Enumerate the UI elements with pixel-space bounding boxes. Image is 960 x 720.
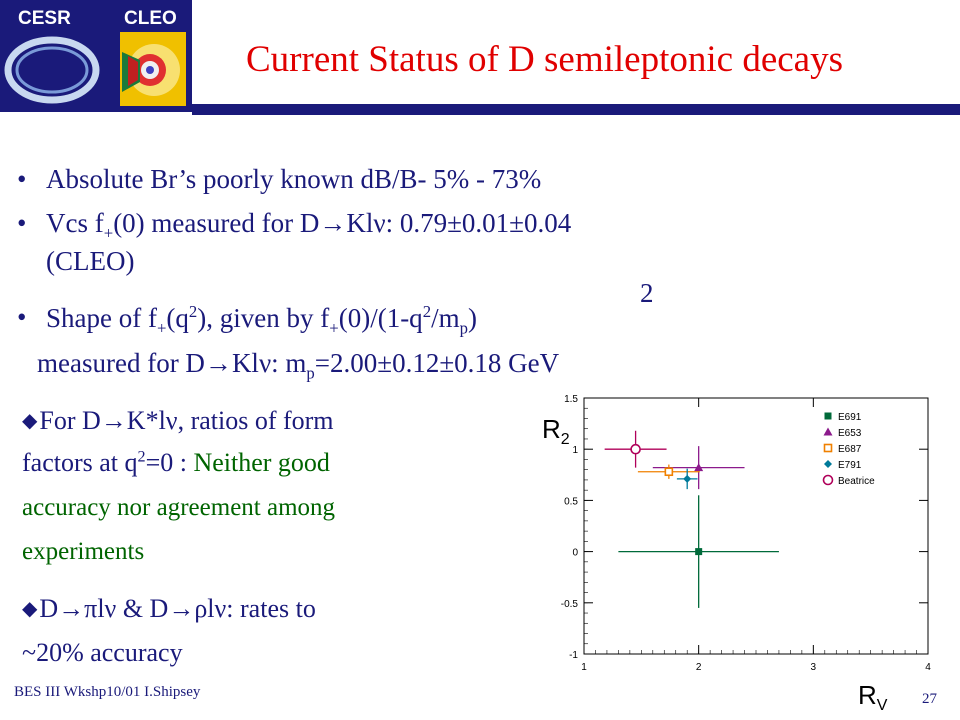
rho-symbol: ρ xyxy=(194,594,208,623)
bullet-text: Absolute Br’s poorly known dB/B- 5% - 73… xyxy=(46,164,542,194)
data-point xyxy=(694,463,704,472)
y-tick-label: 1 xyxy=(572,445,578,456)
x-tick-label: 2 xyxy=(696,662,702,673)
cesr-cleo-logo: CESR CLEO xyxy=(0,0,192,112)
y-tick-label: -0.5 xyxy=(561,599,579,610)
logo-cesr-text: CESR xyxy=(18,8,71,29)
legend-marker xyxy=(824,412,832,420)
data-point xyxy=(664,467,674,477)
diamond-bullet-icon: ◆ xyxy=(22,598,38,620)
y-tick-label: 0.5 xyxy=(564,496,578,507)
bullet-dot: • xyxy=(17,302,27,332)
x-tick-labels: 1 2 3 4 xyxy=(581,662,931,673)
legend-entry: E687 xyxy=(838,444,862,455)
series-e687 xyxy=(637,464,700,479)
r2-vs-rv-plot: 1.5 1 0.5 0 -0.5 -1 1 2 3 4 E691 E653 E687 E791 Beat… xyxy=(542,394,931,714)
data-point xyxy=(630,443,641,455)
arrow-symbol: → xyxy=(100,406,127,435)
arrow-symbol: → xyxy=(204,348,232,378)
arrow-symbol: → xyxy=(58,594,85,623)
logo-graphic: CESR CLEO xyxy=(0,0,192,112)
series-e791 xyxy=(676,468,698,490)
nu-symbol: ν xyxy=(214,594,227,623)
y-tick-label: 1.5 xyxy=(564,394,578,405)
legend: E691 E653 E687 E791 Beatrice xyxy=(822,412,875,487)
data-point xyxy=(683,474,692,483)
series-e691 xyxy=(618,495,779,608)
exponent-two: 2 xyxy=(640,278,654,308)
slide-title: Current Status of D semileptonic decays xyxy=(246,39,844,80)
pi-symbol: π xyxy=(84,594,98,623)
bullet-text: measured for D→Klν: mp=2.00±0.12±0.18 Ge… xyxy=(37,348,560,383)
title-underline-bar xyxy=(192,104,960,115)
legend-entry: E691 xyxy=(838,412,862,423)
bullet-dot: • xyxy=(17,164,27,194)
y-axis-label: R2 xyxy=(542,414,570,448)
page-number: 27 xyxy=(922,691,937,707)
bullet-dot: • xyxy=(17,208,27,238)
legend-entry: Beatrice xyxy=(838,476,875,487)
x-axis-label: RV xyxy=(858,680,888,714)
data-series xyxy=(604,430,779,608)
logo-cleo-text: CLEO xyxy=(124,8,177,29)
legend-entry: E653 xyxy=(838,428,862,439)
y-tick-label: 0 xyxy=(572,548,578,559)
x-tick-label: 4 xyxy=(925,662,931,673)
legend-entry: E791 xyxy=(838,460,862,471)
nu-symbol: ν xyxy=(104,594,117,623)
legend-marker xyxy=(823,427,833,436)
nu-symbol: ν xyxy=(373,208,386,238)
x-tick-label: 1 xyxy=(581,662,587,673)
legend-marker xyxy=(823,443,833,453)
y-tick-label: -1 xyxy=(569,650,578,661)
footer-text: BES III Wkshp10/01 I.Shipsey xyxy=(14,684,201,700)
bullet-text: Vcs f+(0) measured for D→Klν: 0.79±0.01±… xyxy=(46,208,572,243)
diamond-bullet-icon: ◆ xyxy=(22,410,38,432)
tick-marks xyxy=(583,397,929,655)
nu-symbol: ν xyxy=(165,406,178,435)
data-point xyxy=(695,548,703,556)
legend-marker xyxy=(822,474,834,486)
x-tick-label: 3 xyxy=(811,662,817,673)
legend-marker xyxy=(824,460,832,468)
arrow-symbol: → xyxy=(319,208,347,238)
nu-symbol: ν xyxy=(258,348,272,378)
arrow-symbol: → xyxy=(168,594,195,623)
series-beatrice xyxy=(604,430,667,468)
y-tick-labels: 1.5 1 0.5 0 -0.5 -1 xyxy=(561,394,579,661)
bullet-text: Shape of f+(q2), given by f+(0)/(1-q2/mp… xyxy=(46,302,477,338)
